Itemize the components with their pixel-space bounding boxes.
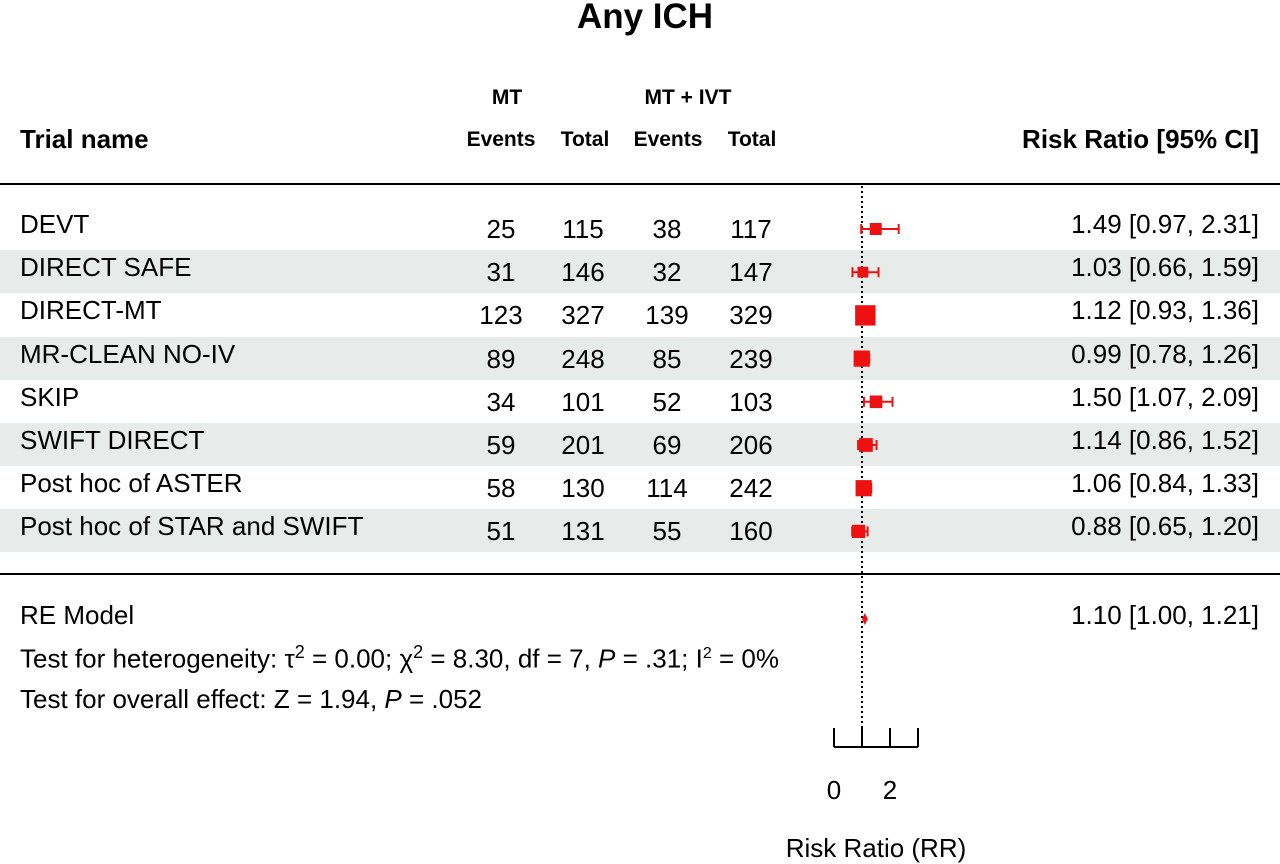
ivt-events-cell: 38: [652, 214, 682, 244]
ci-text-cell: 1.03 [0.66, 1.59]: [1071, 252, 1259, 283]
overall-effect-test: Test for overall effect: Z = 1.94, P = .…: [20, 684, 482, 715]
mt-events-cell: 25: [486, 214, 516, 244]
overall-p-label: P: [384, 684, 402, 714]
table-row: SKIP 34 101 52 103 1.50 [1.07, 2.09]: [0, 380, 1280, 423]
table-row: DIRECT SAFE 31 146 32 147 1.03 [0.66, 1.59]: [0, 250, 1280, 294]
trial-name-cell: Post hoc of ASTER: [20, 468, 243, 499]
summary-label: RE Model: [20, 600, 135, 630]
ivt-total-cell: 242: [729, 473, 773, 504]
table-row: Post hoc of ASTER 58 130 114 242 1.06 [0.84, …: [0, 466, 1280, 509]
effect-square: [857, 266, 869, 278]
ivt-events-cell: 55: [652, 516, 682, 547]
heterogeneity-prefix: Test for heterogeneity:: [20, 643, 285, 674]
x-tick-label: 2: [883, 775, 897, 805]
mt-total-cell: 201: [561, 430, 605, 460]
chi-value: = 8.30, df = 7,: [423, 643, 599, 674]
trial-name-header: Trial name: [20, 124, 149, 154]
ci-text-cell: 0.88 [0.65, 1.20]: [1071, 511, 1259, 542]
p-value: = .31; I: [615, 643, 703, 674]
mt-total-cell: 146: [561, 257, 605, 288]
table-row: SWIFT DIRECT 59 201 69 206 1.14 [0.86, 1.52]: [0, 423, 1280, 466]
x-tick-label: 0: [827, 775, 841, 805]
mt-total-cell: 248: [561, 343, 605, 374]
mt-events-cell: 58: [486, 473, 516, 504]
effect-square: [855, 480, 872, 497]
ivt-events-header: Events: [633, 128, 703, 151]
ivt-events-cell: 139: [645, 300, 689, 331]
effect-square: [869, 395, 883, 409]
ci-text-cell: 0.99 [0.78, 1.26]: [1071, 338, 1259, 369]
trial-name-cell: SWIFT DIRECT: [20, 425, 205, 455]
mt-total-cell: 115: [562, 214, 604, 244]
effect-square: [855, 305, 876, 326]
trial-name-cell: DIRECT-MT: [20, 295, 162, 326]
mt-total-header: Total: [560, 128, 610, 151]
mt-events-cell: 89: [486, 343, 516, 374]
ivt-total-cell: 239: [729, 343, 773, 374]
trial-name-cell: DEVT: [20, 209, 90, 239]
ci-text-cell: 1.14 [0.86, 1.52]: [1071, 425, 1259, 455]
ivt-total-cell: 206: [729, 430, 773, 460]
effect-square: [853, 350, 870, 367]
mt-events-cell: 31: [486, 257, 516, 288]
ci-text-cell: 1.49 [0.97, 2.31]: [1071, 209, 1259, 239]
ivt-total-cell: 117: [730, 214, 772, 244]
mt-total-cell: 101: [561, 386, 605, 417]
i-value: = 0%: [711, 643, 779, 674]
chart-title: Any ICH: [576, 0, 714, 36]
table-row: Post hoc of STAR and SWIFT 51 131 55 160 0.88…: [0, 509, 1280, 553]
summary-ci-text: 1.10 [1.00, 1.21]: [1071, 600, 1259, 630]
ivt-total-header: Total: [727, 128, 777, 151]
ivt-events-cell: 52: [652, 386, 682, 417]
tau-symbol: τ: [284, 643, 295, 674]
trial-name-cell: MR-CLEAN NO-IV: [20, 338, 236, 369]
summary-diamond: [862, 613, 868, 625]
mt-events-cell: 34: [486, 386, 516, 417]
tau-value: = 0.00;: [304, 643, 400, 674]
chi-superscript: 2: [413, 642, 424, 662]
mt-events-cell: 51: [486, 516, 516, 547]
mt-events-cell: 59: [486, 430, 516, 460]
mt-total-cell: 130: [561, 473, 605, 504]
overall-prefix: Test for overall effect: Z = 1.94,: [20, 684, 385, 714]
ivt-total-cell: 160: [729, 516, 773, 547]
p-label: P: [598, 643, 616, 674]
ci-text-cell: 1.50 [1.07, 2.09]: [1071, 381, 1259, 412]
ivt-events-cell: 85: [652, 343, 682, 374]
tau-superscript: 2: [294, 642, 305, 662]
effect-square: [869, 223, 882, 235]
ivt-total-cell: 147: [729, 257, 773, 288]
ivt-events-cell: 114: [646, 473, 688, 504]
ivt-events-cell: 32: [652, 257, 682, 288]
header-divider: [0, 183, 1280, 185]
ivt-events-cell: 69: [652, 430, 682, 460]
overall-p-value: = .052: [401, 684, 482, 714]
ivt-total-cell: 329: [729, 300, 773, 331]
table-row: DEVT 25 115 38 117 1.49 [0.97, 2.31]: [0, 207, 1280, 250]
mt-events-cell: 123: [479, 300, 523, 331]
chi-symbol: χ: [399, 643, 414, 674]
effect-square: [852, 524, 866, 538]
group-header-mt: MT: [491, 86, 523, 109]
mt-total-cell: 327: [561, 300, 605, 331]
i-superscript: 2: [702, 645, 712, 662]
mt-events-header: Events: [466, 128, 536, 151]
ivt-total-cell: 103: [729, 386, 773, 417]
ci-text-cell: 1.12 [0.93, 1.36]: [1071, 295, 1259, 326]
summary-divider: [0, 573, 1280, 575]
trial-name-cell: SKIP: [20, 381, 80, 412]
risk-ratio-header: Risk Ratio [95% CI]: [1022, 124, 1259, 154]
trial-name-cell: Post hoc of STAR and SWIFT: [20, 511, 364, 542]
group-header-mt-ivt: MT + IVT: [644, 86, 732, 109]
effect-square: [859, 438, 873, 452]
table-row: DIRECT-MT 123 327 139 329 1.12 [0.93, 1.36]: [0, 293, 1280, 336]
x-axis-label: Risk Ratio (RR): [786, 833, 967, 863]
trial-name-cell: DIRECT SAFE: [20, 252, 192, 283]
table-row: MR-CLEAN NO-IV 89 248 85 239 0.99 [0.78, 1.26…: [0, 336, 1280, 380]
heterogeneity-test: Test for heterogeneity: τ2 = 0.00; χ2 = …: [20, 642, 779, 675]
mt-total-cell: 131: [561, 516, 605, 547]
ci-text-cell: 1.06 [0.84, 1.33]: [1071, 468, 1259, 499]
